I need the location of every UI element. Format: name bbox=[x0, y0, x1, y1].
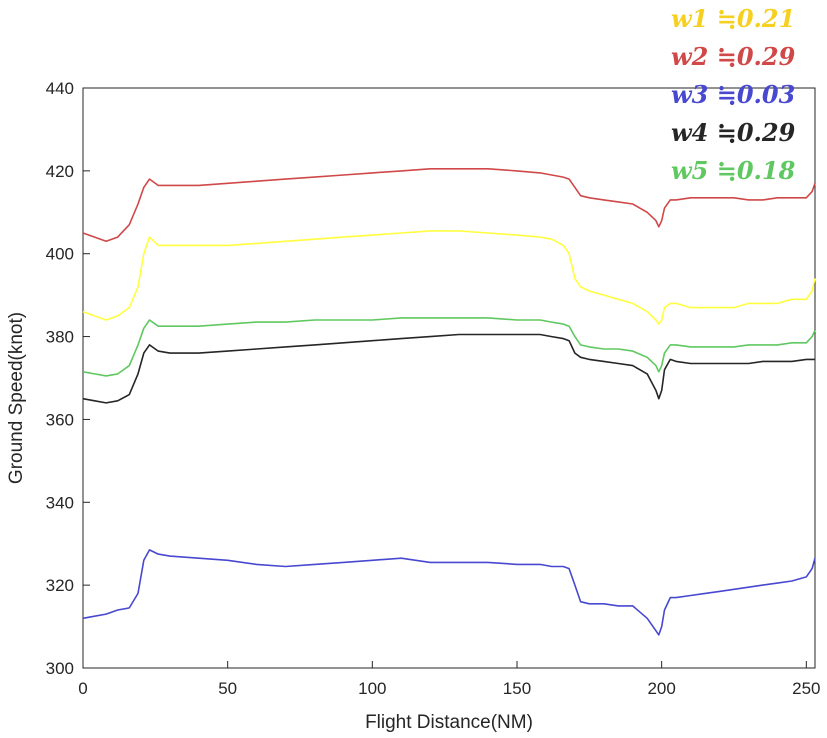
x-tick-label: 100 bbox=[358, 679, 386, 698]
series-layer bbox=[82, 168, 816, 636]
y-axis-label: Ground Speed(knot) bbox=[6, 312, 27, 484]
series-line-w3 bbox=[82, 549, 816, 636]
legend-entry-w4: w4 ≒0.29 bbox=[671, 114, 821, 152]
series-line-w1 bbox=[82, 230, 816, 325]
legend-label: w4 ≒0.29 bbox=[671, 118, 796, 147]
y-tick-label: 300 bbox=[46, 659, 74, 678]
y-tick-label: 400 bbox=[46, 245, 74, 264]
legend-entry-w3: w3 ≒0.03 bbox=[671, 76, 821, 114]
y-tick-label: 380 bbox=[46, 328, 74, 347]
x-tick-label: 200 bbox=[647, 679, 675, 698]
legend-label: w3 ≒0.03 bbox=[671, 80, 796, 109]
y-tick-label: 420 bbox=[46, 162, 74, 181]
series-line-w2 bbox=[82, 168, 816, 243]
y-tick-label: 320 bbox=[46, 576, 74, 595]
y-tick-label: 360 bbox=[46, 410, 74, 429]
series-line-w5 bbox=[82, 317, 816, 377]
legend-entry-w2: w2 ≒0.29 bbox=[671, 38, 821, 76]
plot-frame bbox=[82, 87, 816, 669]
legend-label: w2 ≒0.29 bbox=[671, 42, 796, 71]
legend-entry-w5: w5 ≒0.18 bbox=[671, 152, 821, 190]
y-tick-label: 340 bbox=[46, 493, 74, 512]
legend: w1 ≒0.21 w2 ≒0.29 w3 ≒0.03 w4 ≒0.29 w5 ≒… bbox=[671, 0, 821, 190]
legend-label: w5 ≒0.18 bbox=[671, 156, 796, 185]
y-axis: 300 320 340 360 380 400 420 440 bbox=[46, 79, 90, 678]
legend-label: w1 ≒0.21 bbox=[671, 4, 796, 33]
x-tick-label: 0 bbox=[78, 679, 87, 698]
x-tick-label: 250 bbox=[792, 679, 820, 698]
x-tick-label: 150 bbox=[503, 679, 531, 698]
legend-entry-w1: w1 ≒0.21 bbox=[671, 0, 821, 38]
x-axis-label: Flight Distance(NM) bbox=[365, 712, 533, 733]
series-line-w4 bbox=[82, 333, 815, 404]
x-tick-label: 50 bbox=[218, 679, 237, 698]
y-tick-label: 440 bbox=[46, 79, 74, 98]
x-axis: 0 50 100 150 200 250 bbox=[78, 661, 821, 698]
plot-area bbox=[82, 87, 816, 669]
